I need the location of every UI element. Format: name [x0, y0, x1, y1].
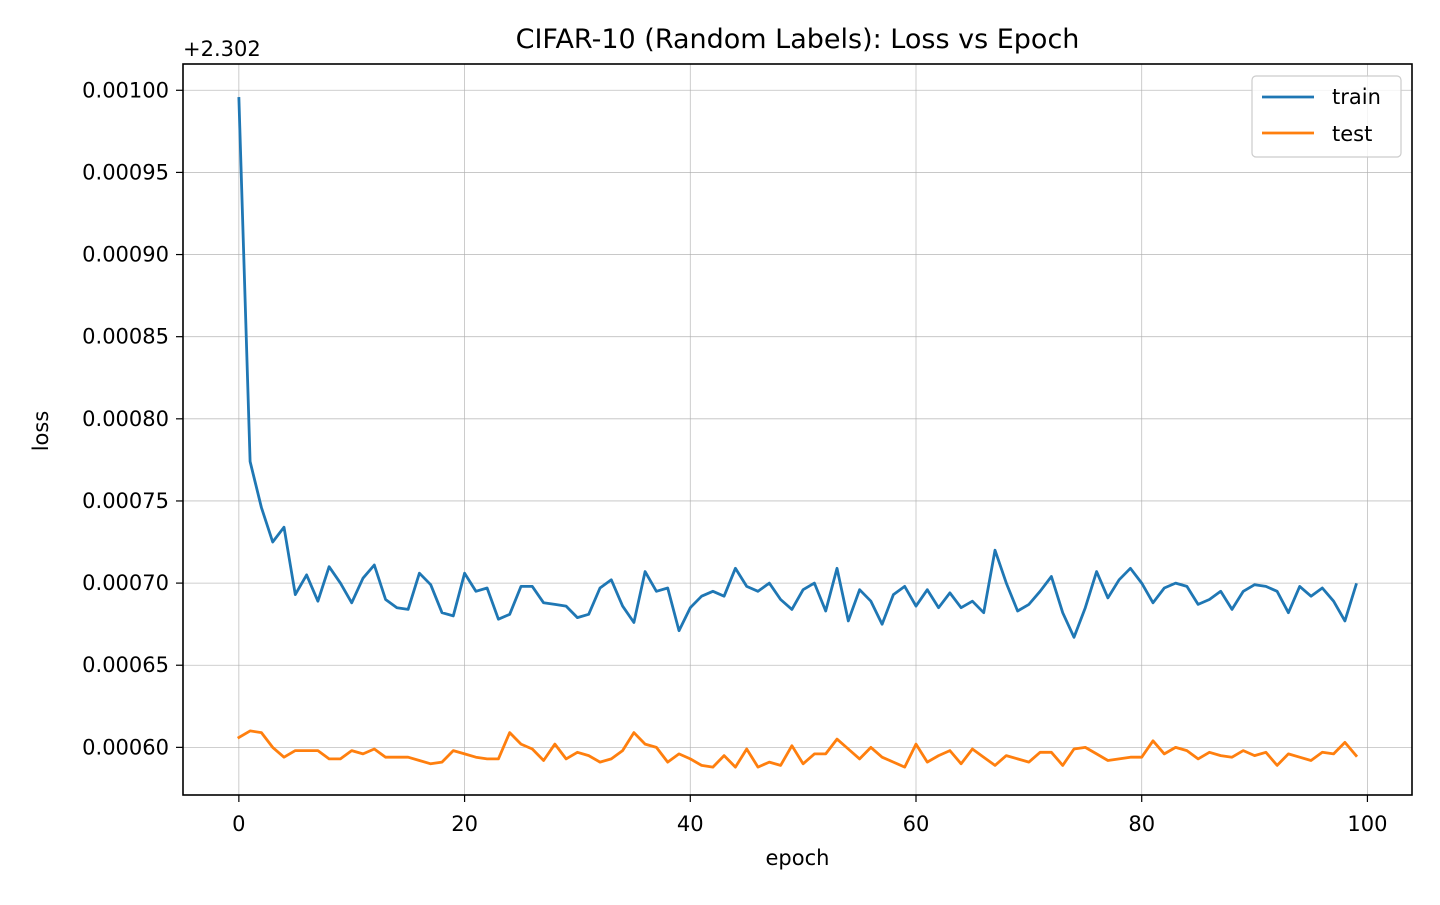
x-tick-label: 100 [1347, 812, 1387, 836]
x-tick-label: 60 [903, 812, 930, 836]
series-group [236, 97, 1359, 769]
x-axis-label: epoch [766, 846, 830, 870]
y-tick-label: 0.00100 [82, 78, 169, 102]
legend-label-train: train [1332, 85, 1381, 109]
series-line-train [237, 97, 1358, 639]
x-tick-label: 80 [1128, 812, 1155, 836]
legend-label-test: test [1332, 122, 1372, 146]
x-tick-label: 40 [677, 812, 704, 836]
series-line-test [236, 729, 1359, 769]
y-tick-label: 0.00095 [82, 160, 169, 184]
y-tick-label: 0.00080 [82, 407, 169, 431]
x-tick-label: 20 [451, 812, 478, 836]
plot-frame [182, 63, 1413, 796]
chart-title: CIFAR-10 (Random Labels): Loss vs Epoch [516, 24, 1080, 55]
y-axis-label: loss [29, 411, 53, 452]
y-tick-label: 0.00090 [82, 243, 169, 267]
y-tick-label: 0.00065 [82, 653, 169, 677]
y-tick-label: 0.00085 [82, 325, 169, 349]
x-tick-label: 0 [232, 812, 245, 836]
legend: train test [1251, 75, 1402, 158]
ticks: 0 20 40 60 80 100 0.00060 0.00065 0.00070 0.00075… [82, 78, 1387, 836]
y-offset-label: +2.302 [183, 37, 261, 61]
y-tick-label: 0.00075 [82, 489, 169, 513]
grid [183, 64, 1412, 795]
y-tick-label: 0.00060 [82, 735, 169, 759]
y-tick-label: 0.00070 [82, 571, 169, 595]
